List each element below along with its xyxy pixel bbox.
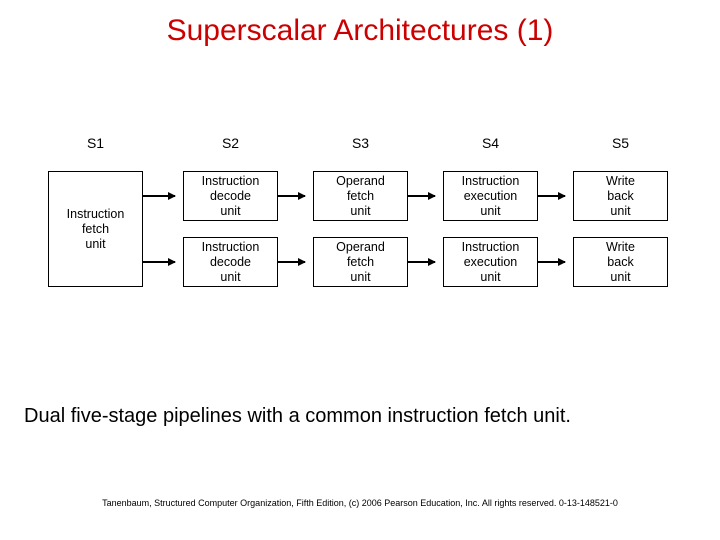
edge-opf2-exe2 [408,261,435,263]
edge-exe1-wb1 [538,195,565,197]
caption-text: Dual five-stage pipelines with a common … [24,405,571,428]
slide: Superscalar Architectures (1) S1 S2 S3 S4 S5… [0,0,720,540]
stage-label-s2: S2 [183,135,278,151]
node-wb2: Writebackunit [573,237,668,287]
node-opf2: Operandfetchunit [313,237,408,287]
node-wb1: Writebackunit [573,171,668,221]
edge-decode2-opf2 [278,261,305,263]
stage-label-s1: S1 [48,135,143,151]
stage-label-s5: S5 [573,135,668,151]
edge-fetch-decode1 [143,195,175,197]
stage-label-s3: S3 [313,135,408,151]
node-fetch: Instructionfetchunit [48,171,143,287]
node-exe1: Instructionexecutionunit [443,171,538,221]
node-decode1: Instructiondecodeunit [183,171,278,221]
page-title: Superscalar Architectures (1) [0,14,720,48]
node-exe2: Instructionexecutionunit [443,237,538,287]
edge-exe2-wb2 [538,261,565,263]
footer-text: Tanenbaum, Structured Computer Organizat… [0,498,720,508]
node-opf1: Operandfetchunit [313,171,408,221]
edge-opf1-exe1 [408,195,435,197]
edge-fetch-decode2 [143,261,175,263]
pipeline-diagram: S1 S2 S3 S4 S5 Instructionfetchunit Instructio… [48,135,673,325]
stage-label-s4: S4 [443,135,538,151]
edge-decode1-opf1 [278,195,305,197]
node-decode2: Instructiondecodeunit [183,237,278,287]
